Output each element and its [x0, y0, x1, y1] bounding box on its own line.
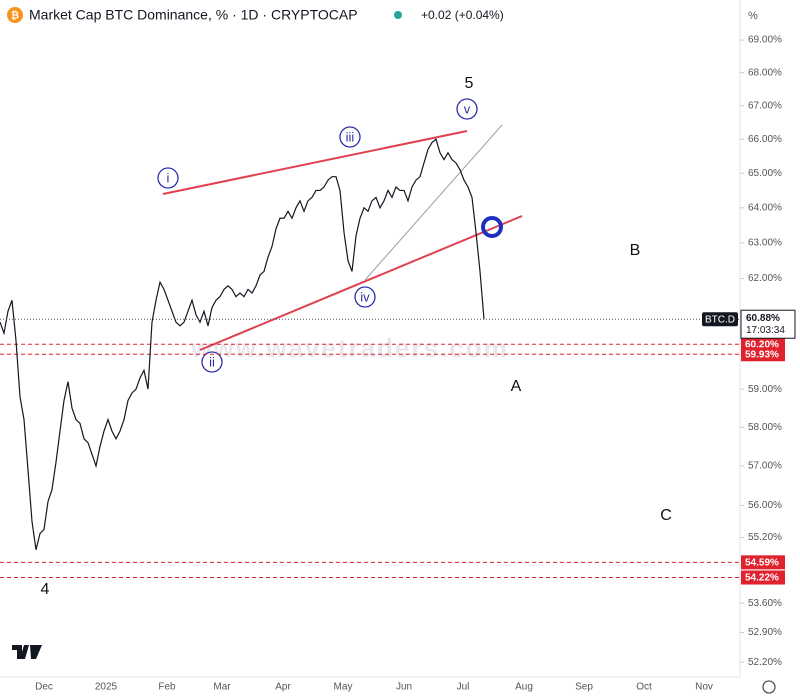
y-tick-label: 59.00% — [748, 384, 782, 395]
y-tick-label: 67.00% — [748, 100, 782, 111]
y-tick-label: 62.00% — [748, 273, 782, 284]
wave-mark: C — [660, 507, 672, 524]
level-label: 59.93% — [745, 349, 779, 360]
level-label: 60.20% — [745, 339, 779, 350]
x-tick-label: Feb — [158, 682, 176, 693]
y-tick-label: 65.00% — [748, 168, 782, 179]
tv-logo — [12, 645, 42, 659]
y-tick-label: 52.90% — [748, 627, 782, 638]
wave-circle — [456, 98, 478, 120]
level-label-box — [741, 347, 785, 362]
last-symbol: BTC.D — [705, 314, 735, 325]
upper-trendline — [162, 130, 468, 195]
y-tick-label: 56.00% — [748, 500, 782, 511]
level-label: 54.59% — [745, 557, 779, 568]
countdown: 17:03:34 — [746, 325, 785, 336]
lower-trendline — [199, 215, 523, 351]
gray-trendline — [364, 124, 503, 281]
y-tick-label: 69.00% — [748, 35, 782, 46]
wave-circle — [339, 126, 361, 148]
x-tick-label: 2025 — [95, 682, 118, 693]
x-tick-label: Dec — [35, 682, 53, 693]
level-label: 54.22% — [745, 573, 779, 584]
wave-mark: A — [511, 378, 522, 395]
level-label-box — [741, 570, 785, 585]
last-price-box — [740, 309, 796, 339]
tv-logo-shape — [12, 645, 42, 659]
wave-mark: 4 — [41, 581, 50, 598]
x-tick-label: Apr — [275, 682, 291, 693]
x-tick-label: Sep — [575, 682, 593, 693]
x-tick-label: Aug — [515, 682, 533, 693]
wave-label: i — [167, 170, 170, 185]
y-tick-label: 58.00% — [748, 422, 782, 433]
y-tick-label: 68.00% — [748, 67, 782, 78]
change-label: +0.02 (+0.04%) — [421, 8, 504, 22]
status-dot — [394, 11, 402, 19]
watermark: www.wavetraders.com — [190, 333, 508, 363]
level-label-box — [741, 555, 785, 570]
wave-mark: B — [630, 242, 641, 259]
y-tick-label: 57.00% — [748, 461, 782, 472]
btc-icon — [7, 7, 23, 23]
x-tick-label: Mar — [213, 682, 231, 693]
y-tick-label: 66.00% — [748, 134, 782, 145]
x-tick-label: Nov — [695, 682, 713, 693]
wave-label: ii — [209, 354, 215, 369]
y-tick-label: 64.00% — [748, 202, 782, 213]
wave-circle — [157, 167, 179, 189]
x-tick-label: Jun — [396, 682, 412, 693]
y-tick-label: 55.20% — [748, 532, 782, 543]
settings-icon[interactable] — [762, 680, 776, 694]
wave-circle — [354, 286, 376, 308]
price-line — [0, 138, 485, 550]
unit-label: % — [748, 10, 758, 22]
wave-label: v — [464, 101, 471, 116]
wave-mark: 5 — [465, 75, 474, 92]
y-tick-label: 63.00% — [748, 238, 782, 249]
x-tick-label: Jul — [457, 682, 470, 693]
wave-label: iv — [360, 289, 370, 304]
last-price-label: 60.88% — [746, 313, 780, 324]
y-tick-label: 52.20% — [748, 657, 782, 668]
btc-icon-glyph: ₿ — [11, 10, 19, 22]
chart-title: Market Cap BTC Dominance, % · 1D · CRYPT… — [29, 7, 358, 23]
break-marker — [481, 216, 503, 238]
x-tick-label: Oct — [636, 682, 652, 693]
wave-circle — [201, 351, 223, 373]
x-tick-label: May — [334, 682, 353, 693]
wave-label: iii — [346, 129, 355, 144]
y-tick-label: 53.60% — [748, 598, 782, 609]
last-symbol-box — [702, 312, 738, 327]
